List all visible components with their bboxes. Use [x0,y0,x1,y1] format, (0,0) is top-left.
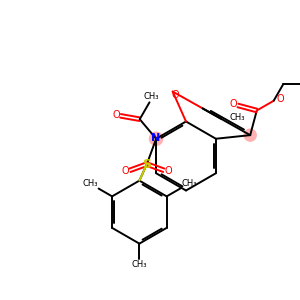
Text: O: O [165,166,172,176]
Text: O: O [171,90,179,100]
Text: CH₃: CH₃ [82,179,98,188]
Text: O: O [112,110,120,120]
Text: O: O [230,99,238,109]
Text: CH₃: CH₃ [143,92,159,101]
Text: CH₃: CH₃ [132,260,147,269]
Circle shape [149,132,163,145]
Text: S: S [142,158,151,171]
Text: CH₃: CH₃ [181,179,197,188]
Text: O: O [276,94,284,104]
Text: N: N [152,133,161,143]
Circle shape [244,129,256,141]
Text: CH₃: CH₃ [230,113,245,122]
Text: O: O [122,166,129,176]
